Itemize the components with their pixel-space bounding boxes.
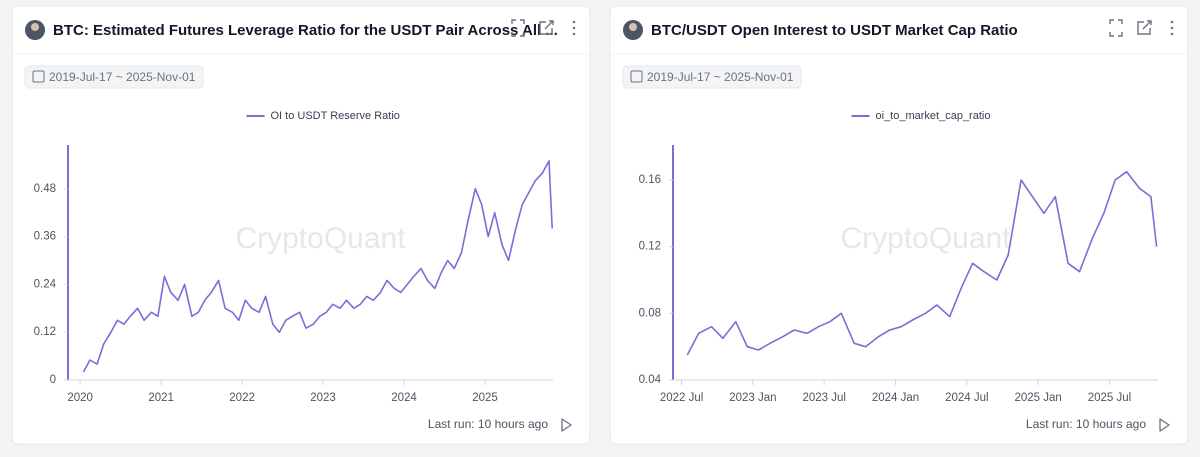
x-tick-label: 2023 Jul	[802, 392, 845, 404]
x-tick-label: 2021	[148, 392, 174, 404]
y-tick-label: 0.24	[34, 278, 57, 290]
expand-icon[interactable]	[1109, 19, 1123, 37]
avatar-face	[629, 23, 637, 31]
y-tick-label: 0	[50, 374, 56, 386]
card	[11, 5, 591, 445]
y-tick-label: 0.12	[639, 241, 661, 253]
y-tick-label: 0.48	[34, 183, 56, 195]
watermark: CryptoQuant	[840, 222, 1011, 255]
y-tick-label: 0.12	[34, 326, 56, 338]
expand-icon[interactable]	[511, 19, 525, 37]
menu-dot[interactable]	[1170, 26, 1174, 30]
data-line	[686, 170, 1158, 356]
x-tick-label: 2024	[391, 392, 417, 404]
menu-dot[interactable]	[572, 26, 576, 30]
x-tick-label: 2022 Jul	[660, 392, 703, 404]
y-tick-label: 0.04	[639, 374, 662, 386]
date-pill	[24, 65, 204, 89]
x-tick-label: 2023 Jan	[729, 392, 776, 404]
legend-label: oi_to_market_cap_ratio	[876, 110, 991, 122]
panel-title: BTC: Estimated Futures Leverage Ratio fo…	[53, 22, 558, 39]
menu-dot[interactable]	[1170, 20, 1174, 24]
calendar-icon	[32, 70, 45, 83]
open-icon[interactable]	[539, 20, 554, 35]
date-range: 2019-Jul-17 ~ 2025-Nov-01	[49, 70, 196, 84]
x-tick-label: 2022	[229, 392, 255, 404]
watermark: CryptoQuant	[235, 222, 406, 255]
x-tick-label: 2020	[67, 392, 93, 404]
card	[609, 5, 1189, 445]
x-tick-label: 2024 Jan	[872, 392, 919, 404]
date-pill	[622, 65, 802, 89]
open-icon[interactable]	[1137, 20, 1152, 35]
calendar-icon	[630, 70, 643, 83]
last-run: Last run: 10 hours ago	[428, 417, 548, 431]
x-tick-label: 2025	[472, 392, 498, 404]
avatar-face	[31, 23, 39, 31]
legend-label: OI to USDT Reserve Ratio	[271, 110, 400, 122]
x-tick-label: 2025 Jan	[1015, 392, 1062, 404]
x-tick-label: 2024 Jul	[945, 392, 988, 404]
y-tick-label: 0.16	[639, 174, 661, 186]
menu-dot[interactable]	[572, 32, 576, 36]
data-line	[82, 160, 553, 373]
menu-dot[interactable]	[572, 20, 576, 24]
panel-title: BTC/USDT Open Interest to USDT Market Ca…	[651, 22, 1018, 39]
x-tick-label: 2023	[310, 392, 336, 404]
date-range: 2019-Jul-17 ~ 2025-Nov-01	[647, 70, 794, 84]
y-tick-label: 0.08	[639, 307, 661, 319]
x-tick-label: 2025 Jul	[1088, 392, 1131, 404]
run-icon[interactable]	[1159, 418, 1170, 432]
run-icon[interactable]	[561, 418, 572, 432]
y-tick-label: 0.36	[34, 231, 56, 243]
menu-dot[interactable]	[1170, 32, 1174, 36]
last-run: Last run: 10 hours ago	[1026, 417, 1146, 431]
